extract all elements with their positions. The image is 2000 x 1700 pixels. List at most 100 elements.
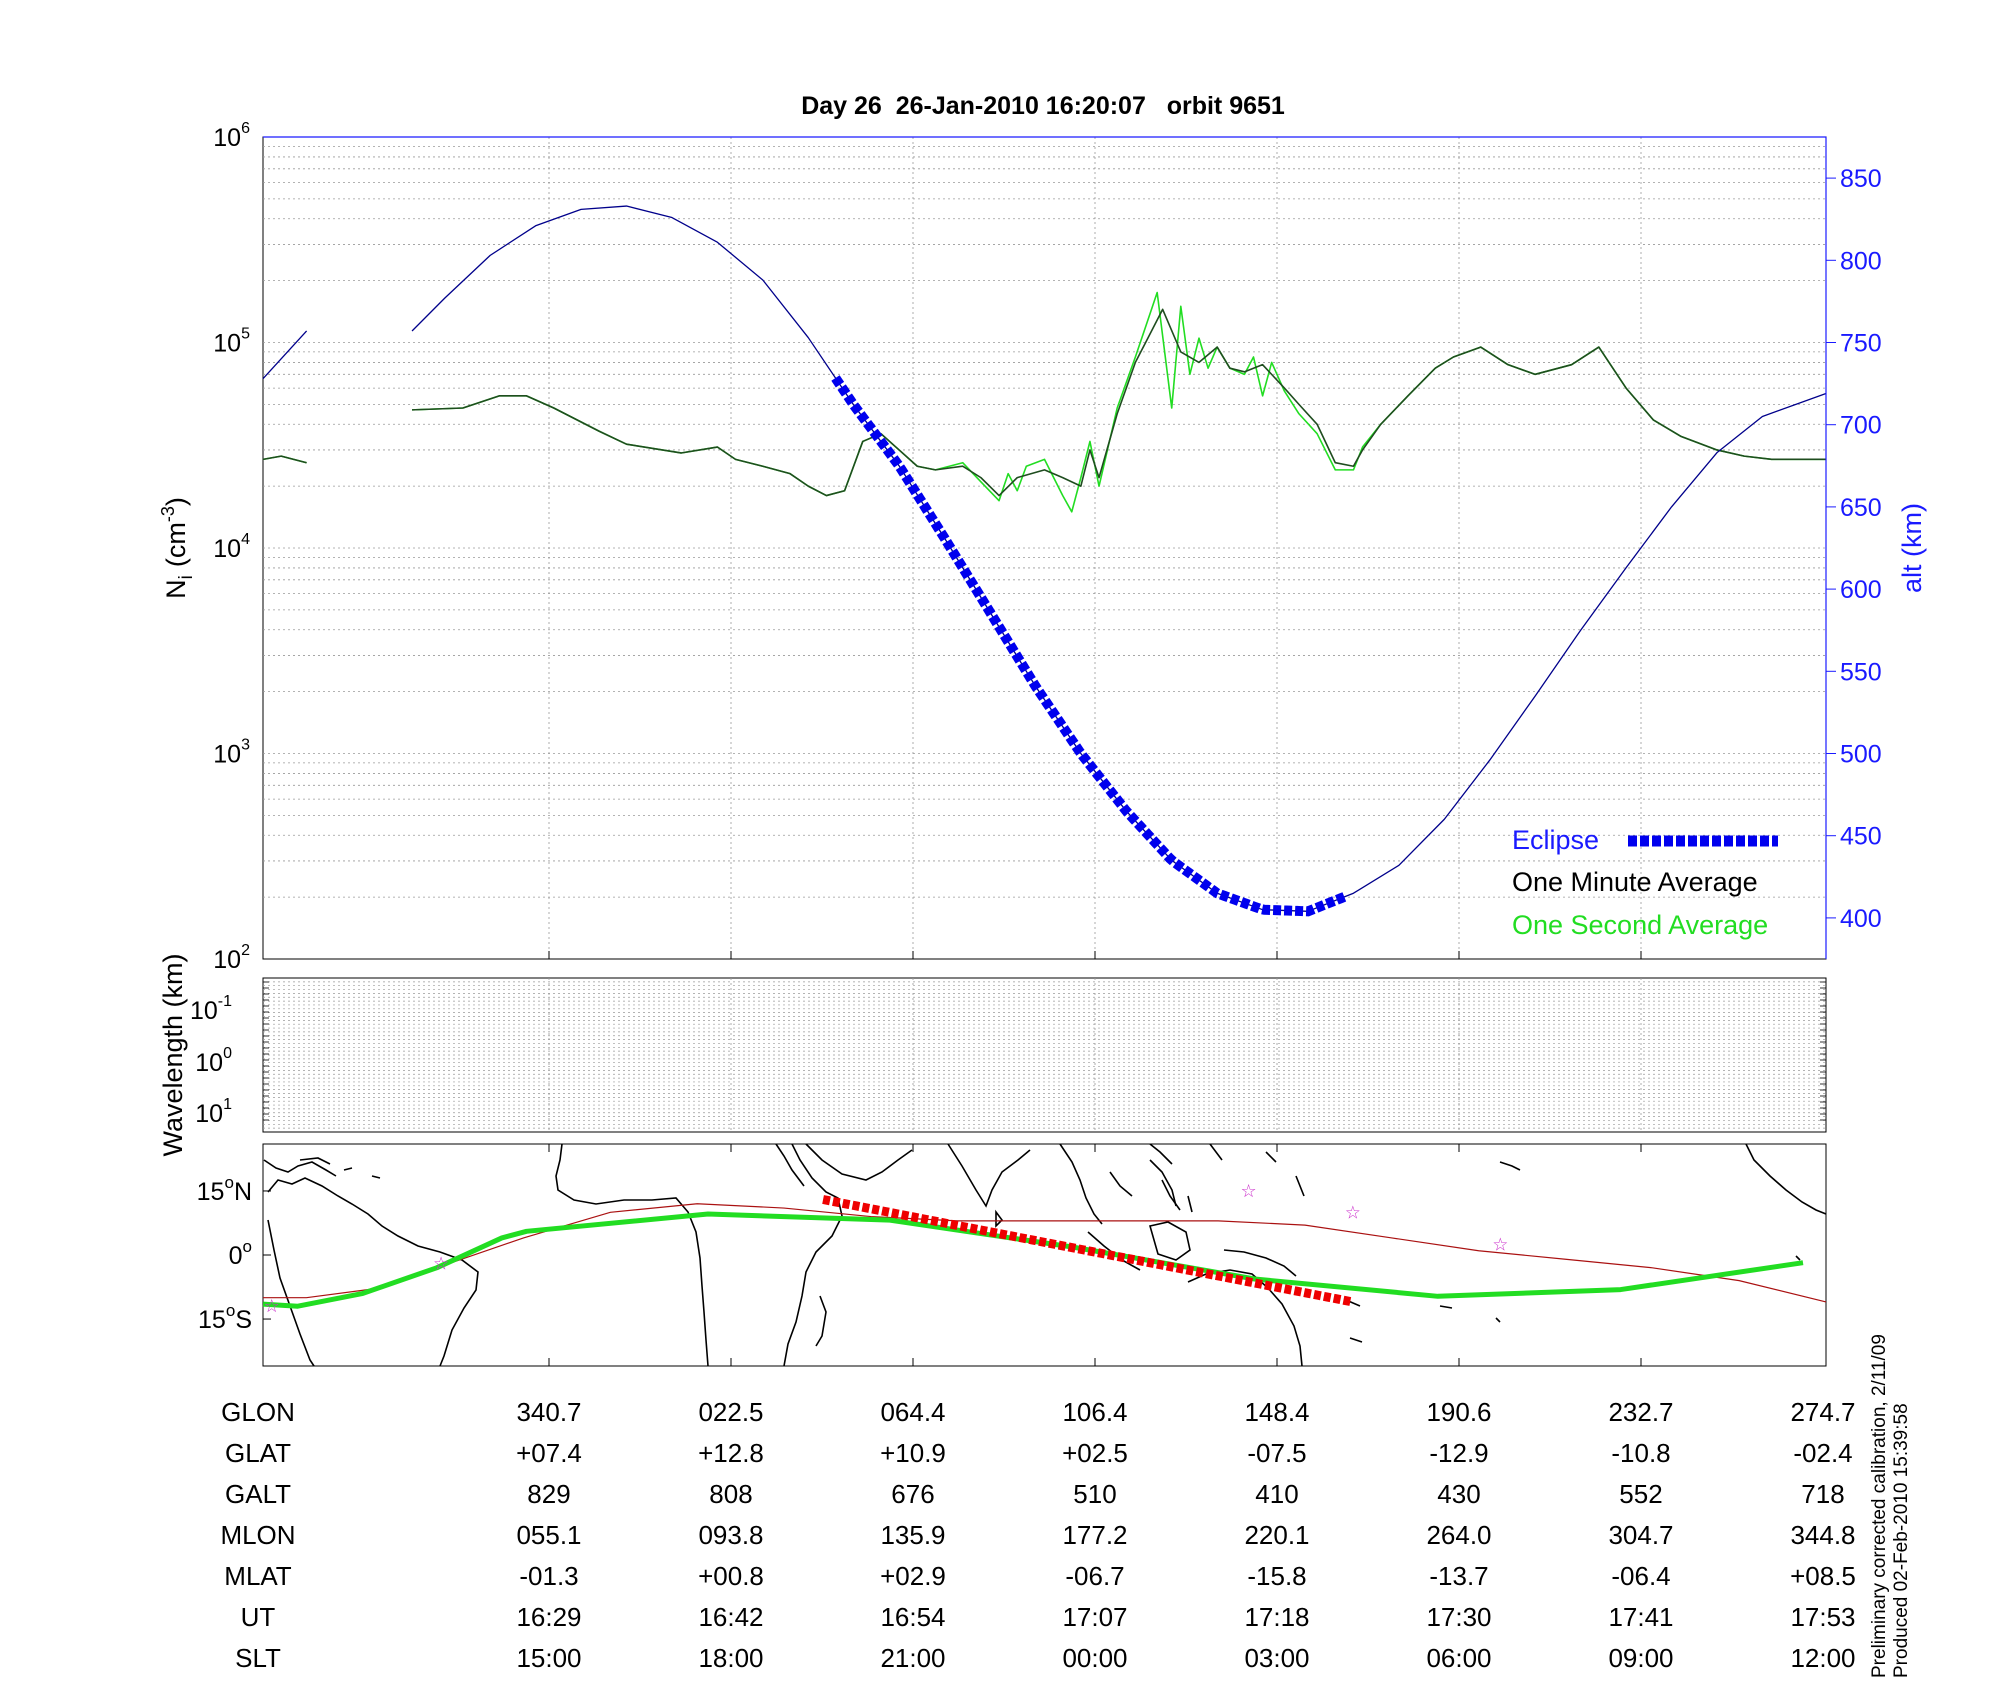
- coastline-africa-east: [783, 1143, 843, 1367]
- table-cell: 12:00: [1790, 1643, 1855, 1673]
- table-cell: -12.9: [1429, 1438, 1488, 1468]
- ground-track-map-frame: [262, 1143, 1827, 1367]
- ground-track-series: ☆ ☆ ☆ ☆ ☆: [262, 1181, 1827, 1317]
- ion-density-y-tick-label: 103: [213, 737, 250, 769]
- ion-density-y-tick-label: 104: [213, 531, 250, 563]
- one-minute-series-line: [262, 455, 307, 464]
- table-cell: 676: [891, 1479, 934, 1509]
- tick-exponent: 3: [241, 737, 250, 754]
- altitude-tick-label: 850: [1840, 165, 1882, 193]
- ion-density-y-label-subscript: i: [176, 575, 197, 579]
- tick-exponent: -1: [218, 993, 232, 1010]
- coastline-arabia: [805, 1143, 913, 1181]
- table-cell: 06:00: [1426, 1643, 1491, 1673]
- coastline-india: [947, 1143, 1031, 1208]
- ion-density-y-label-exponent: -3: [158, 506, 178, 522]
- tick-exponent: 2: [241, 942, 250, 959]
- altitude-y-ticks: 400 450 500 550 600 650 700 750 800 850: [263, 136, 1882, 959]
- table-cell: 829: [527, 1479, 570, 1509]
- lat-value: 15: [197, 1178, 225, 1206]
- altitude-tick-label: 650: [1840, 494, 1882, 522]
- table-cell: -13.7: [1429, 1561, 1488, 1591]
- table-cell: 264.0: [1426, 1520, 1491, 1550]
- table-cell: 808: [709, 1479, 752, 1509]
- table-row-label: GLON: [221, 1397, 295, 1427]
- table-cell: 022.5: [698, 1397, 763, 1427]
- hemisphere: N: [234, 1178, 252, 1206]
- table-cell: 148.4: [1244, 1397, 1309, 1427]
- altitude-series-line: [262, 330, 308, 380]
- legend-eclipse-label: Eclipse: [1512, 825, 1599, 855]
- ion-density-y-label: Ni (cm-3): [158, 497, 197, 599]
- ion-density-y-tick-label: 106: [213, 120, 250, 152]
- ion-density-series: [262, 205, 1827, 917]
- lat-tick-label: 15oS: [198, 1301, 252, 1334]
- table-cell: 510: [1073, 1479, 1116, 1509]
- altitude-tick-label: 450: [1840, 823, 1882, 851]
- table-cell: 718: [1801, 1479, 1844, 1509]
- footnote-calibration: Preliminary corrected calibration, 2/11/…: [1869, 1334, 1890, 1678]
- tick-base: 10: [195, 1100, 223, 1128]
- tick-exponent: 5: [241, 326, 250, 343]
- star-marker-icon: ☆: [1240, 1181, 1256, 1202]
- altitude-tick-label: 600: [1840, 576, 1882, 604]
- coastline-north-america-west: [1745, 1143, 1827, 1215]
- table-cell: 190.6: [1426, 1397, 1491, 1427]
- table-cell: 15:00: [516, 1643, 581, 1673]
- table-cell: 340.7: [516, 1397, 581, 1427]
- table-cell: -02.4: [1793, 1438, 1852, 1468]
- table-cell: 09:00: [1608, 1643, 1673, 1673]
- legend: Eclipse One Minute Average One Second Av…: [1512, 825, 1778, 940]
- table-cell: -01.3: [519, 1561, 578, 1591]
- legend-one-second-label: One Second Average: [1512, 910, 1768, 940]
- altitude-tick-label: 800: [1840, 247, 1882, 275]
- table-cell: -06.4: [1611, 1561, 1670, 1591]
- legend-one-minute-label: One Minute Average: [1512, 867, 1758, 897]
- table-cell: 17:53: [1790, 1602, 1855, 1632]
- ion-density-y-label-close: ): [161, 497, 191, 506]
- table-cell: 21:00: [880, 1643, 945, 1673]
- tick-base: 10: [213, 535, 241, 563]
- tick-exponent: 0: [223, 1045, 232, 1062]
- table-cell: 344.8: [1790, 1520, 1855, 1550]
- ground-track-grid: [548, 1144, 1642, 1366]
- tick-base: 10: [213, 741, 241, 769]
- table-row-label: GLAT: [225, 1438, 291, 1468]
- ion-density-y-tick-label: 105: [213, 326, 250, 358]
- table-cell: +02.9: [880, 1561, 946, 1591]
- table-cell: 00:00: [1062, 1643, 1127, 1673]
- coastline-hawaii: [1499, 1161, 1521, 1171]
- ground-track-line: [262, 1211, 1804, 1309]
- table-cell: +02.5: [1062, 1438, 1128, 1468]
- footnote-produced: Produced 02-Feb-2010 15:39:58: [1891, 1403, 1912, 1678]
- one-second-series-line: [412, 291, 1826, 513]
- tick-base: 10: [195, 1049, 223, 1077]
- altitude-tick-label: 700: [1840, 412, 1882, 440]
- table-cell: 17:41: [1608, 1602, 1673, 1632]
- table-row-label: SLT: [235, 1643, 281, 1673]
- star-marker-icon: ☆: [1492, 1234, 1508, 1255]
- lat-tick-label: 0o: [229, 1237, 252, 1270]
- coastline-new-guinea: [1223, 1249, 1297, 1277]
- altitude-tick-label: 550: [1840, 658, 1882, 686]
- wavelength-y-label: Wavelength (km): [158, 953, 188, 1156]
- wavelength-y-tick-label: 101: [195, 1096, 232, 1128]
- coastline-east-asia: [1149, 1143, 1305, 1197]
- tick-base: 10: [190, 997, 218, 1025]
- table-cell: 16:29: [516, 1602, 581, 1632]
- table-cell: 17:30: [1426, 1602, 1491, 1632]
- table-cell: 064.4: [880, 1397, 945, 1427]
- tick-base: 10: [213, 330, 241, 358]
- table-cell: 16:42: [698, 1602, 763, 1632]
- tick-base: 10: [213, 946, 241, 974]
- table-row-label: MLON: [220, 1520, 295, 1550]
- table-cell: 03:00: [1244, 1643, 1309, 1673]
- coastline-sri-lanka: [995, 1209, 1004, 1228]
- table-cell: 274.7: [1790, 1397, 1855, 1427]
